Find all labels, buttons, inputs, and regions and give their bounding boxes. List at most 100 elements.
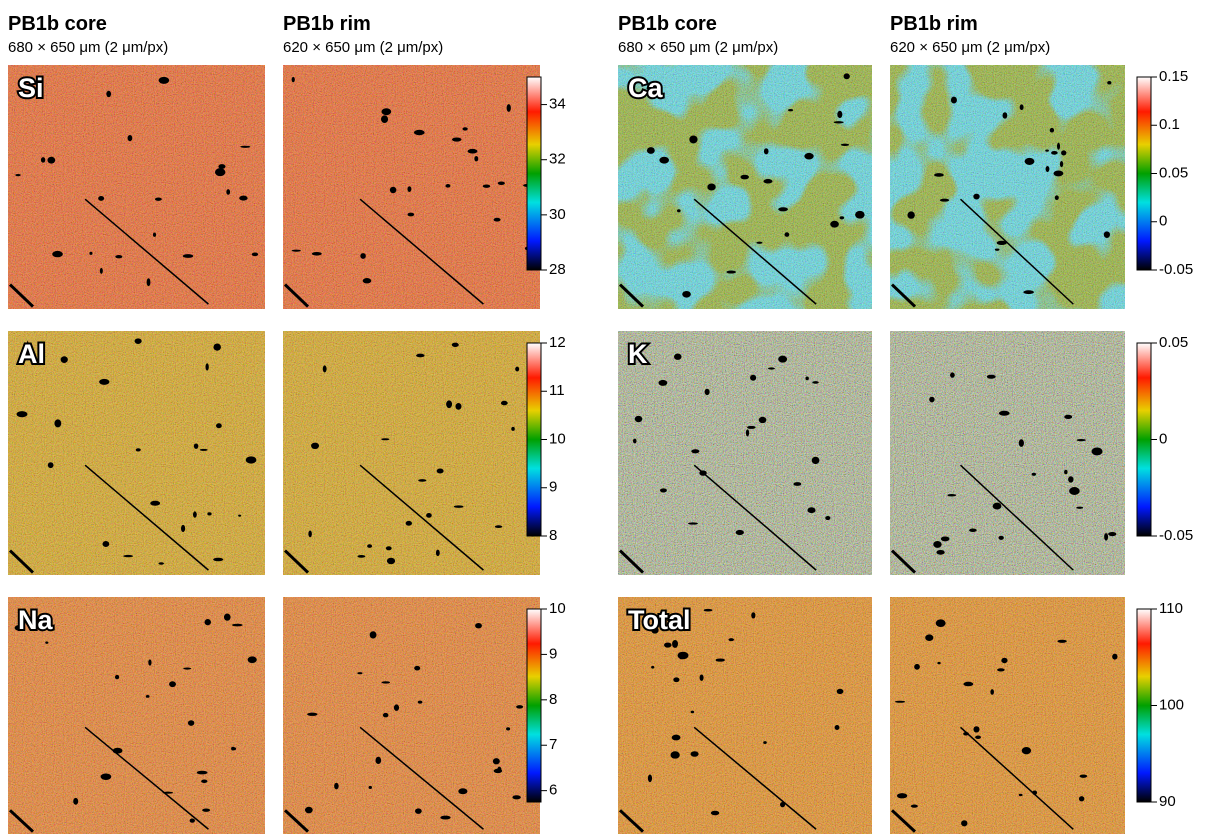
pore	[199, 448, 208, 451]
element-label: Al	[18, 339, 45, 369]
pore	[382, 712, 389, 718]
pore	[784, 232, 790, 237]
pore	[500, 400, 508, 406]
pore	[474, 155, 479, 162]
pore	[381, 681, 391, 684]
crack	[84, 464, 209, 571]
pore	[135, 448, 141, 452]
pore	[1091, 447, 1103, 456]
pore	[947, 493, 957, 497]
pore	[807, 507, 816, 514]
colorbar-tick-label: 6	[549, 782, 557, 799]
pore	[936, 549, 945, 555]
pore	[1023, 290, 1035, 295]
pore	[1112, 653, 1118, 660]
pore	[436, 468, 444, 474]
pore	[202, 808, 211, 812]
pore	[322, 365, 327, 373]
pore	[516, 705, 524, 709]
pore	[778, 355, 788, 363]
pore	[415, 808, 422, 814]
map-noise	[890, 331, 1125, 575]
map-noise	[890, 597, 1125, 834]
pore	[98, 195, 105, 201]
element-label: Ca	[628, 73, 663, 103]
pore	[646, 147, 655, 154]
colorbar	[526, 608, 542, 803]
pore	[671, 734, 681, 741]
pore	[703, 608, 713, 612]
pore	[440, 815, 451, 820]
pore	[1103, 231, 1110, 238]
pore	[1021, 747, 1032, 755]
colorbar-tick-label: 34	[549, 96, 566, 113]
pore	[393, 704, 400, 711]
pore	[780, 801, 786, 808]
element-map	[890, 331, 1125, 575]
element-label: K	[628, 339, 648, 369]
pore	[99, 378, 110, 385]
crack	[359, 464, 484, 571]
pore	[127, 134, 133, 142]
pore	[368, 785, 372, 790]
pore	[451, 137, 462, 142]
colorbar-tick-label: 0.1	[1159, 116, 1180, 133]
colorbar	[526, 76, 542, 271]
element-map	[618, 65, 872, 309]
pore	[1069, 487, 1080, 495]
pore	[677, 651, 689, 660]
pore	[512, 795, 521, 800]
pore	[651, 665, 655, 669]
crack	[693, 464, 817, 571]
pore	[939, 198, 950, 202]
pore	[311, 251, 322, 256]
pore	[1104, 533, 1109, 541]
pore	[763, 741, 767, 744]
colorbar-tick-label: 30	[549, 206, 566, 223]
pore	[707, 183, 716, 191]
pore	[158, 76, 170, 84]
pore	[417, 700, 423, 704]
column-title: PB1b rim	[890, 13, 978, 35]
crack	[890, 549, 917, 574]
element-map	[890, 65, 1125, 309]
pore	[1108, 531, 1117, 537]
pore	[940, 536, 950, 542]
crack	[359, 198, 484, 305]
pore	[747, 425, 756, 429]
pore	[152, 232, 157, 237]
pore	[726, 270, 736, 274]
crack	[84, 198, 209, 305]
pore	[381, 108, 392, 116]
pore	[455, 403, 462, 410]
map-noise	[8, 597, 265, 834]
pore	[426, 513, 432, 518]
pore	[451, 342, 459, 347]
colorbar-tick-label: 0.05	[1159, 164, 1188, 181]
pore	[205, 363, 209, 371]
colorbar-tick-label: 0.05	[1159, 334, 1188, 351]
pore	[745, 429, 750, 437]
pore	[446, 400, 453, 409]
crack	[283, 809, 310, 833]
element-label: Na	[18, 605, 53, 635]
pore	[218, 164, 226, 169]
column-subtitle: 680 × 650 μm (2 μm/px)	[8, 39, 168, 56]
pore	[690, 710, 695, 714]
pore	[385, 546, 392, 551]
pore	[435, 549, 440, 557]
pore	[307, 712, 318, 716]
pore	[16, 411, 28, 418]
pore	[1001, 657, 1008, 664]
column-title: PB1b core	[8, 13, 107, 35]
pore	[1045, 149, 1049, 152]
crack	[890, 283, 917, 308]
pore	[934, 173, 944, 177]
pore	[100, 773, 112, 780]
pore	[756, 241, 763, 244]
pore	[389, 186, 397, 194]
colorbar-tick-label: 7	[549, 736, 557, 753]
pore	[710, 810, 720, 816]
pore	[1107, 81, 1112, 85]
pore	[367, 544, 373, 548]
